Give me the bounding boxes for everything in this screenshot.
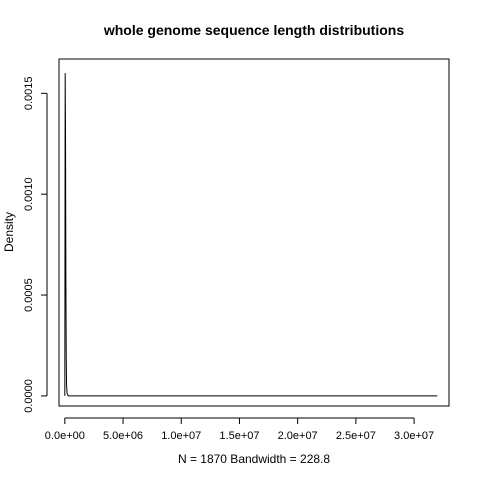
x-tick-label: 0.0e+00 [45, 430, 85, 442]
plot-frame [59, 59, 449, 406]
x-tick-label: 1.0e+07 [161, 430, 201, 442]
x-axis-label: N = 1870 Bandwidth = 228.8 [178, 452, 330, 466]
x-tick-label: 3.0e+07 [394, 430, 434, 442]
density-curve [65, 73, 438, 396]
x-tick-label: 2.0e+07 [278, 430, 318, 442]
series-layer [65, 73, 438, 396]
y-tick-label: 0.0000 [23, 379, 35, 413]
y-tick-label: 0.0010 [23, 177, 35, 211]
y-tick-label: 0.0015 [23, 76, 35, 110]
chart-title: whole genome sequence length distributio… [103, 22, 404, 38]
y-axis-label: Density [2, 212, 16, 252]
y-tick-label: 0.0005 [23, 278, 35, 312]
axes: 0.0e+00 5.0e+06 1.0e+07 1.5e+07 2.0e+07 2.5e+… [23, 59, 449, 442]
x-tick-label: 2.5e+07 [336, 430, 376, 442]
x-tick-label: 1.5e+07 [219, 430, 259, 442]
x-tick-label: 5.0e+06 [103, 430, 143, 442]
